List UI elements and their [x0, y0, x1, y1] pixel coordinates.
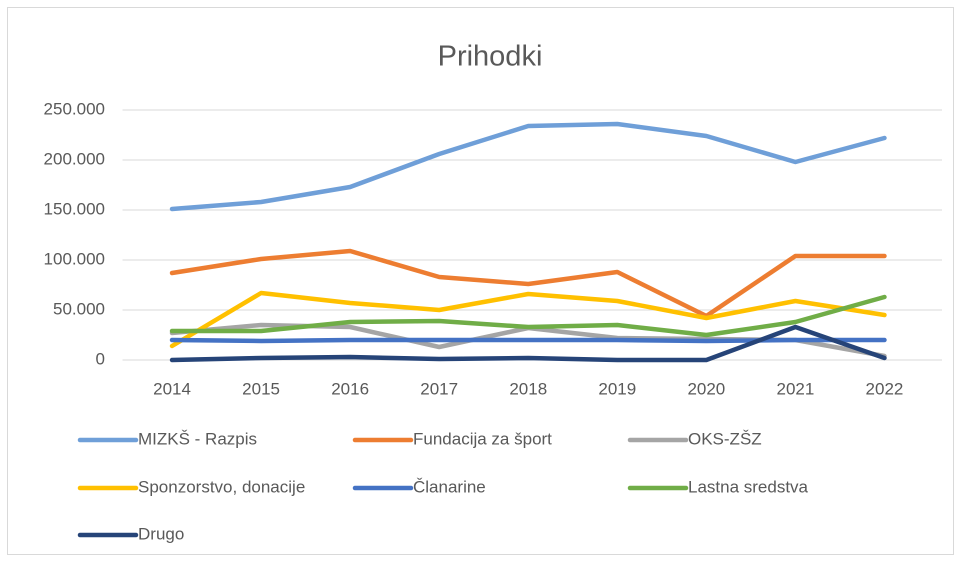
- x-tick-label: 2021: [777, 379, 815, 398]
- y-tick-label: 100.000: [44, 249, 105, 268]
- x-tick-label: 2016: [331, 379, 369, 398]
- x-tick-label: 2018: [509, 379, 547, 398]
- legend-label: Fundacija za šport: [413, 429, 552, 448]
- y-tick-label: 250.000: [44, 99, 105, 118]
- series-line: [169, 324, 887, 363]
- y-tick-label: 150.000: [44, 199, 105, 218]
- x-tick-label: 2014: [153, 379, 191, 398]
- y-tick-label: 0: [96, 349, 105, 368]
- series-line: [169, 294, 887, 338]
- series-line: [169, 121, 887, 212]
- x-tick-label: 2022: [866, 379, 904, 398]
- x-tick-label: 2019: [598, 379, 636, 398]
- chart-title: Prihodki: [438, 41, 543, 73]
- y-tick-label: 50.000: [53, 299, 105, 318]
- legend-label: OKS-ZŠZ: [688, 429, 762, 448]
- y-tick-label: 200.000: [44, 149, 105, 168]
- x-tick-label: 2017: [420, 379, 458, 398]
- legend-label: Lastna sredstva: [688, 477, 809, 496]
- legend-label: MIZKŠ - Razpis: [138, 429, 257, 448]
- x-tick-label: 2015: [242, 379, 280, 398]
- legend-label: Članarine: [413, 477, 486, 496]
- x-tick-label: 2020: [687, 379, 725, 398]
- legend-label: Sponzorstvo, donacije: [138, 477, 305, 496]
- series-line: [169, 248, 887, 319]
- legend-label: Drugo: [138, 524, 184, 543]
- series-line: [169, 337, 887, 344]
- series-line: [169, 290, 887, 349]
